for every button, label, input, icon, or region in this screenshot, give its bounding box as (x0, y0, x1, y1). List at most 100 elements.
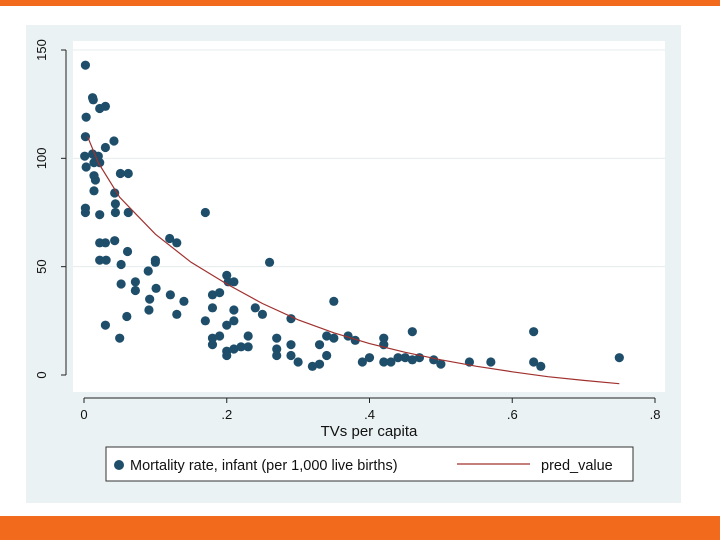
data-point-27 (200, 207, 210, 218)
data-point-39 (143, 266, 153, 276)
legend-box (105, 446, 634, 482)
data-point-16 (90, 175, 101, 185)
data-point-22 (95, 210, 105, 220)
data-point-78 (272, 350, 282, 361)
data-point-1 (81, 112, 91, 122)
data-point-102 (436, 359, 446, 369)
data-point-86 (322, 331, 332, 341)
data-point-72 (229, 344, 239, 354)
data-point-75 (243, 331, 253, 341)
data-point-73 (236, 342, 246, 352)
data-point-31 (122, 246, 133, 257)
data-point-65 (222, 320, 232, 330)
data-point-25 (110, 207, 121, 218)
data-point-0 (80, 60, 91, 70)
data-point-58 (200, 316, 210, 326)
data-point-48 (165, 290, 175, 300)
data-point-90 (357, 357, 367, 367)
data-point-107 (536, 361, 546, 371)
data-point-36 (172, 238, 182, 248)
data-point-17 (89, 186, 99, 196)
data-point-96 (393, 353, 403, 363)
data-point-35 (165, 233, 175, 244)
data-point-92 (379, 333, 389, 343)
data-point-21 (80, 207, 91, 218)
data-point-56 (100, 320, 111, 330)
data-point-51 (207, 290, 218, 300)
data-point-50 (179, 296, 189, 306)
data-point-53 (144, 305, 154, 315)
data-point-54 (172, 309, 182, 319)
data-point-44 (116, 279, 126, 289)
plot-area (73, 41, 665, 392)
y-tick-label-0: 0 (34, 371, 49, 378)
data-point-4 (88, 95, 98, 105)
data-point-77 (272, 344, 282, 354)
data-point-57 (115, 333, 125, 343)
x-tick-label-4: .8 (650, 407, 661, 422)
data-point-18 (115, 168, 126, 179)
legend-label-pred-value: pred_value (541, 458, 613, 474)
data-point-68 (215, 331, 225, 341)
x-tick-label-3: .6 (507, 407, 518, 422)
data-point-43 (264, 257, 275, 267)
data-point-64 (329, 296, 339, 306)
data-point-19 (123, 168, 133, 179)
data-point-38 (150, 257, 160, 267)
data-point-108 (614, 353, 624, 363)
legend-marker-icon (114, 460, 124, 470)
data-point-83 (314, 359, 325, 369)
data-point-52 (215, 288, 225, 298)
data-point-81 (293, 357, 303, 367)
x-axis-title: TVs per capita (321, 423, 418, 440)
x-tick-label-0: 0 (80, 407, 87, 422)
data-point-105 (529, 327, 539, 337)
data-point-29 (100, 238, 111, 248)
data-point-87 (329, 333, 339, 343)
data-point-106 (529, 357, 539, 367)
data-point-24 (110, 199, 121, 209)
data-point-91 (364, 353, 375, 363)
legend-label-mortality: Mortality rate, infant (per 1,000 live b… (130, 458, 398, 474)
data-point-74 (243, 342, 253, 352)
data-point-47 (151, 283, 161, 293)
data-point-45 (130, 277, 140, 287)
data-point-95 (386, 357, 396, 367)
data-point-85 (322, 350, 332, 361)
data-point-84 (314, 340, 325, 350)
data-point-104 (486, 357, 496, 367)
y-tick-label-1: 50 (34, 259, 49, 273)
data-point-82 (307, 361, 317, 371)
data-point-76 (272, 333, 282, 343)
top-accent-bar (0, 0, 720, 6)
scatter-points (80, 60, 624, 371)
data-point-26 (123, 207, 133, 218)
gridlines (73, 49, 665, 268)
data-point-59 (207, 303, 218, 313)
data-point-98 (407, 327, 417, 337)
bottom-accent-bar (0, 516, 720, 540)
data-point-55 (122, 311, 132, 322)
data-point-13 (100, 142, 111, 153)
data-point-67 (207, 333, 218, 343)
pred-value-line (87, 136, 620, 385)
data-point-63 (286, 314, 296, 324)
data-point-61 (250, 303, 260, 313)
data-point-66 (229, 316, 239, 326)
data-point-60 (229, 305, 239, 315)
data-point-34 (116, 259, 126, 270)
data-point-49 (145, 294, 155, 304)
x-ticks: 0 .2 .4 .6 .8 (80, 398, 660, 422)
data-point-99 (407, 355, 417, 365)
data-point-79 (286, 340, 296, 350)
y-tick-label-3: 150 (34, 39, 49, 61)
data-point-8 (81, 162, 91, 172)
data-point-69 (207, 340, 218, 350)
x-tick-label-2: .4 (364, 407, 375, 422)
data-point-2 (80, 132, 91, 142)
x-tick-label-1: .2 (221, 407, 232, 422)
data-point-7 (80, 151, 90, 161)
data-point-71 (222, 350, 232, 361)
data-point-32 (95, 255, 105, 265)
